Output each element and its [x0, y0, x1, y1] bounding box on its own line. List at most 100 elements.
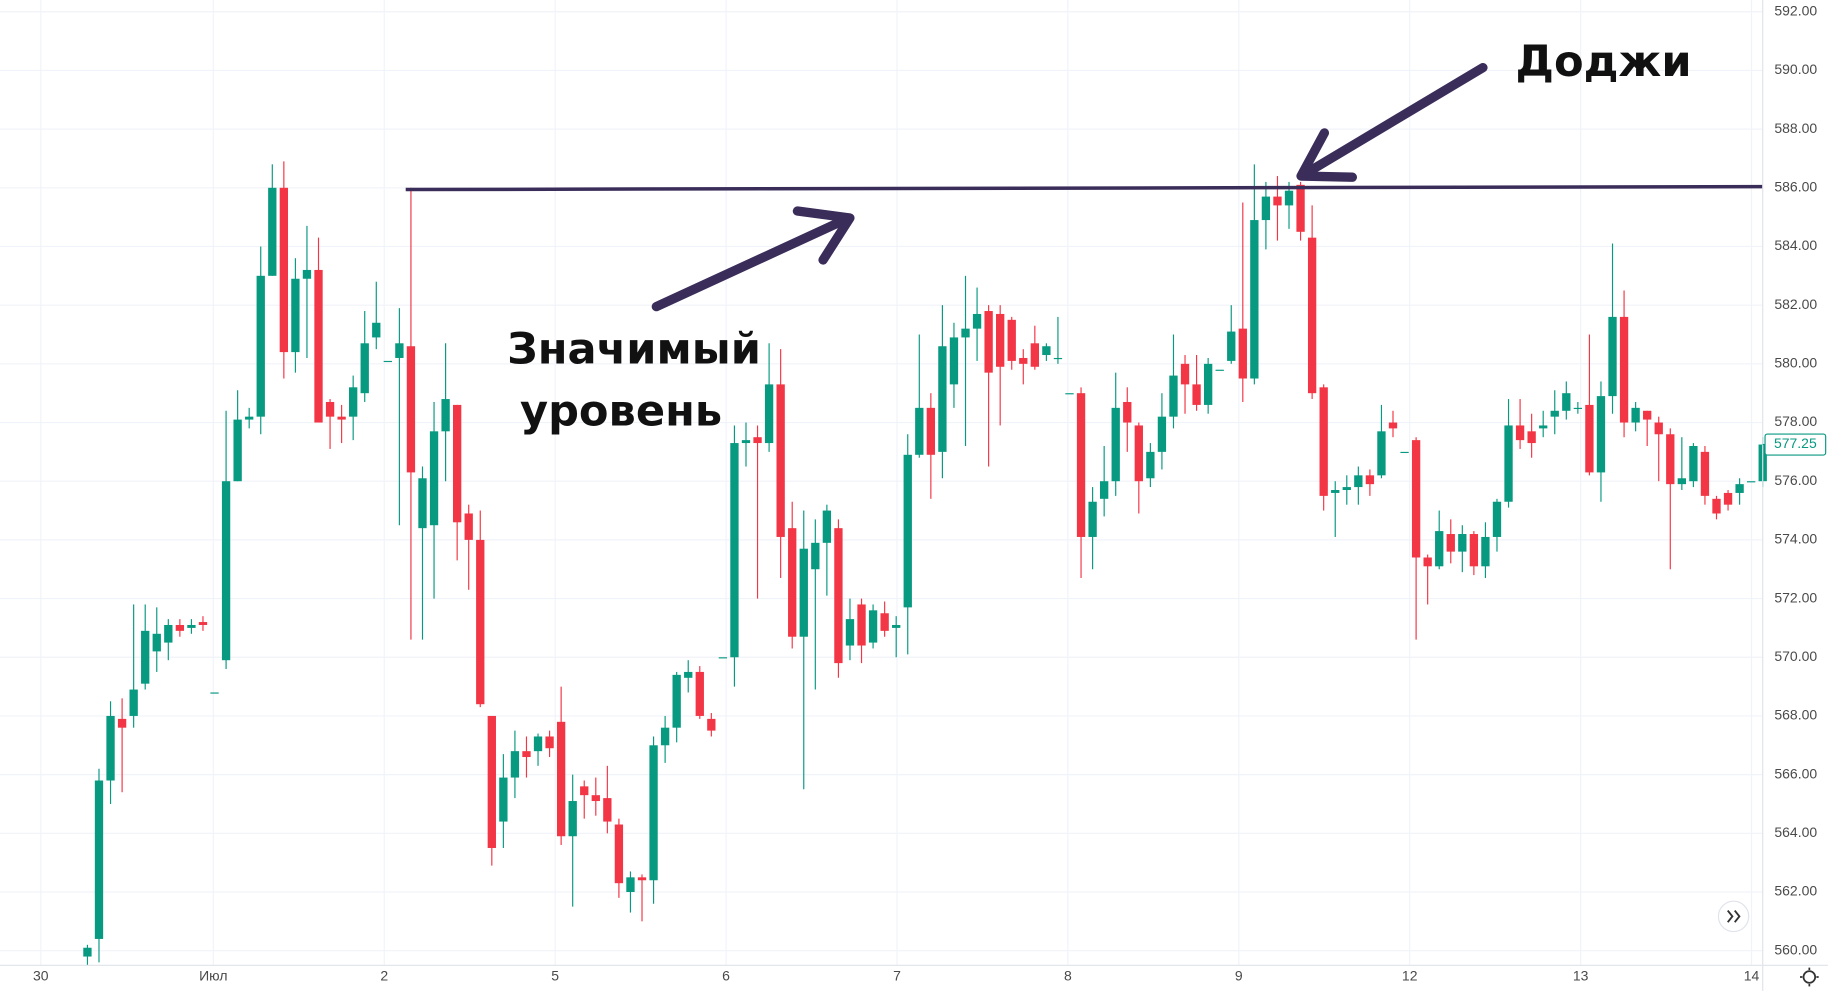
candle-body [1273, 196, 1282, 206]
candle-body [164, 624, 173, 643]
arrow [651, 213, 854, 312]
candle-body [1458, 534, 1467, 552]
candle-body [972, 313, 982, 329]
candle-body [1146, 451, 1155, 479]
candle-body [487, 715, 496, 848]
candle-body [1388, 422, 1398, 429]
candle-body [984, 311, 993, 373]
candle-body [672, 674, 681, 728]
candle-body [1723, 492, 1733, 505]
y-tick-label: 580.00 [1774, 355, 1817, 371]
candle-body [1492, 501, 1502, 537]
candle-body [1203, 363, 1213, 405]
annotation: Значимый [507, 325, 761, 375]
candle-body [1377, 431, 1386, 476]
y-tick-label: 570.00 [1774, 648, 1817, 664]
candle-body [556, 721, 566, 837]
last-price-box [1764, 433, 1827, 456]
candle-body [880, 613, 889, 631]
candle-body [1192, 384, 1201, 405]
candle-body [938, 346, 947, 452]
y-tick-label: 584.00 [1774, 237, 1817, 253]
candle-body [383, 360, 392, 363]
candle-body [476, 539, 485, 705]
candle-body [822, 510, 832, 543]
candle-body [406, 346, 416, 473]
candle-body [1747, 481, 1756, 483]
candle-body [187, 624, 196, 628]
candle-body [1227, 331, 1236, 361]
candle-body [221, 481, 231, 661]
x-tick-label: 5 [551, 968, 559, 984]
candle-body [429, 431, 439, 526]
candle-body [718, 657, 728, 659]
candles [83, 161, 1767, 966]
candle-body [707, 718, 716, 731]
level-line [405, 184, 1763, 192]
arrow-head [1296, 128, 1358, 182]
x-tick-label: 14 [1744, 968, 1760, 984]
x-tick-label: Июл [199, 968, 227, 984]
settings-icon[interactable] [1800, 967, 1819, 987]
candle-body [1065, 393, 1074, 395]
candle-body [233, 419, 242, 482]
candle-body [868, 610, 878, 643]
x-tick-label: 9 [1235, 968, 1243, 984]
candle-body [1331, 490, 1340, 493]
x-tick-label: 2 [380, 968, 388, 984]
y-tick-label: 568.00 [1774, 707, 1817, 723]
candle-body [418, 478, 427, 529]
candle-body [1411, 440, 1421, 558]
candle-body [291, 278, 300, 353]
candle-body [1030, 343, 1039, 367]
candle-body [441, 399, 450, 432]
y-tick-label: 588.00 [1774, 120, 1817, 136]
candle-body [1423, 557, 1432, 567]
candle-body [1677, 478, 1686, 485]
candle-body [915, 407, 924, 455]
candle-body [1550, 410, 1559, 417]
candle-body [1134, 425, 1143, 482]
candle-body [1307, 237, 1317, 394]
candle-body [591, 795, 600, 802]
last-price-label: 577.25 [1774, 435, 1817, 451]
candle-body [279, 187, 289, 353]
y-tick-label: 574.00 [1774, 531, 1817, 547]
candle-body [1689, 445, 1698, 482]
candle-body [996, 313, 1005, 367]
x-tick-label: 7 [893, 968, 901, 984]
settings-icon[interactable] [1802, 970, 1817, 984]
candle-body [117, 718, 127, 728]
candle-body [268, 187, 277, 276]
candle-body [776, 384, 785, 537]
candle-body [1261, 196, 1271, 221]
scroll-icon[interactable] [1727, 909, 1741, 923]
candle-body [1446, 534, 1455, 552]
candle-body [1435, 531, 1444, 567]
candle-body [637, 877, 647, 881]
candle-body [314, 269, 323, 423]
candle-body [360, 343, 369, 394]
candle-body [1296, 184, 1305, 232]
x-tick-label: 8 [1064, 968, 1072, 984]
candle-body [372, 322, 381, 338]
candle-body [94, 780, 104, 939]
candle-body [845, 619, 855, 646]
x-tick-label: 6 [722, 968, 730, 984]
candle-body [741, 440, 751, 444]
y-tick-label: 578.00 [1774, 413, 1817, 429]
candle-body [1539, 425, 1548, 429]
candle-body [175, 624, 185, 631]
x-tick-label: 30 [33, 968, 49, 984]
candle-body [1342, 487, 1351, 491]
scroll-button[interactable] [1717, 900, 1750, 933]
candle-body [452, 404, 462, 523]
x-tick-label: 12 [1402, 968, 1418, 984]
candle-body [1042, 346, 1051, 356]
y-tick-label: 566.00 [1774, 765, 1817, 781]
candle-body [834, 528, 843, 664]
candle-body [949, 337, 959, 385]
settings-button[interactable] [1800, 967, 1819, 987]
candle-body [788, 528, 797, 637]
candle-body [903, 454, 912, 608]
